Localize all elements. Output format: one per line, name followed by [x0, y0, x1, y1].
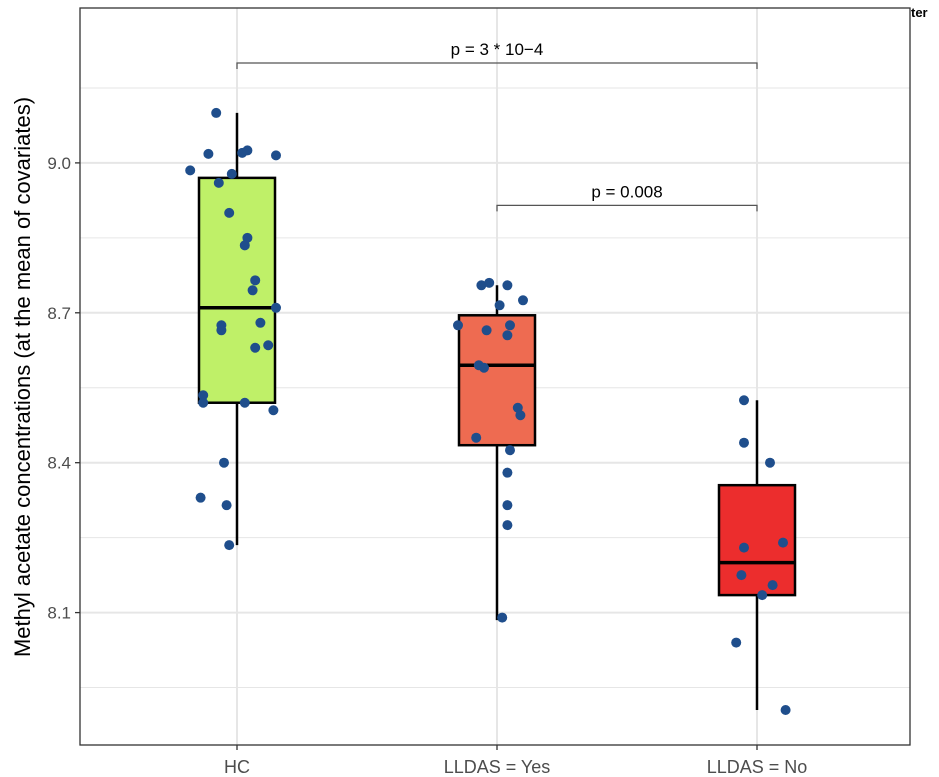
data-point: [739, 437, 749, 448]
data-point: [765, 457, 775, 468]
data-point: [502, 280, 513, 291]
data-point: [195, 492, 206, 503]
data-point: [221, 500, 232, 511]
box: [457, 314, 537, 447]
data-point: [471, 432, 482, 443]
data-point: [757, 590, 768, 601]
data-point: [515, 410, 526, 421]
comparison-layer: p = 3 * 10−4 p = 0.008: [236, 40, 758, 212]
data-point: [502, 467, 513, 478]
x-tick-label: LLDAS = No: [707, 757, 808, 777]
y-axis-title: Methyl acetate concentrations (at the me…: [10, 97, 35, 657]
comparison-bracket: [236, 62, 758, 69]
data-point: [224, 540, 235, 551]
data-point: [226, 168, 237, 179]
data-point: [731, 637, 742, 648]
data-point: [247, 285, 258, 296]
corner-text: ter: [911, 5, 928, 20]
data-point: [203, 148, 214, 159]
points-layer: [185, 107, 791, 716]
data-point: [250, 342, 261, 353]
panel-border: [79, 7, 911, 746]
x-axis: HC LLDAS = Yes LLDAS = No: [224, 745, 807, 777]
x-tick-label: HC: [224, 757, 250, 777]
p-value-label: p = 3 * 10−4: [451, 40, 544, 59]
data-point: [767, 580, 778, 591]
data-point: [739, 395, 749, 406]
data-point: [198, 397, 209, 408]
data-point: [780, 705, 791, 716]
data-point: [271, 302, 281, 313]
data-point: [502, 520, 513, 531]
data-point: [268, 405, 279, 416]
x-tick-label: LLDAS = Yes: [444, 757, 551, 777]
data-point: [271, 150, 281, 161]
y-tick-label: 9.0: [47, 154, 71, 173]
data-point: [213, 177, 224, 188]
data-point: [250, 275, 261, 286]
data-point: [502, 330, 513, 341]
y-tick-label: 8.1: [47, 604, 71, 623]
data-point: [224, 207, 235, 218]
data-point: [736, 570, 747, 581]
p-value-label: p = 0.008: [591, 182, 662, 201]
comparison-bracket: [496, 204, 758, 212]
data-point: [211, 107, 222, 118]
data-point: [481, 325, 492, 336]
data-point: [219, 457, 229, 468]
data-point: [476, 280, 487, 291]
y-tick-label: 8.4: [47, 454, 71, 473]
data-point: [216, 325, 227, 336]
data-point: [502, 500, 513, 511]
data-point: [239, 397, 250, 408]
data-point: [484, 277, 495, 288]
box: [197, 176, 277, 404]
data-point: [198, 390, 209, 401]
data-point: [778, 537, 788, 548]
data-point: [505, 445, 515, 456]
y-axis: 8.1 8.4 8.7 9.0: [47, 154, 80, 623]
data-point: [518, 295, 528, 306]
data-point: [494, 300, 505, 311]
box-layer: [197, 176, 797, 597]
data-point: [453, 320, 463, 331]
data-point: [497, 612, 508, 623]
data-point: [739, 542, 749, 553]
data-point: [505, 320, 515, 331]
y-tick-label: 8.7: [47, 304, 71, 323]
data-point: [242, 145, 253, 156]
data-point: [185, 165, 196, 176]
data-point: [263, 340, 274, 351]
data-point: [239, 240, 250, 251]
data-point: [479, 362, 489, 373]
data-point: [255, 317, 266, 328]
